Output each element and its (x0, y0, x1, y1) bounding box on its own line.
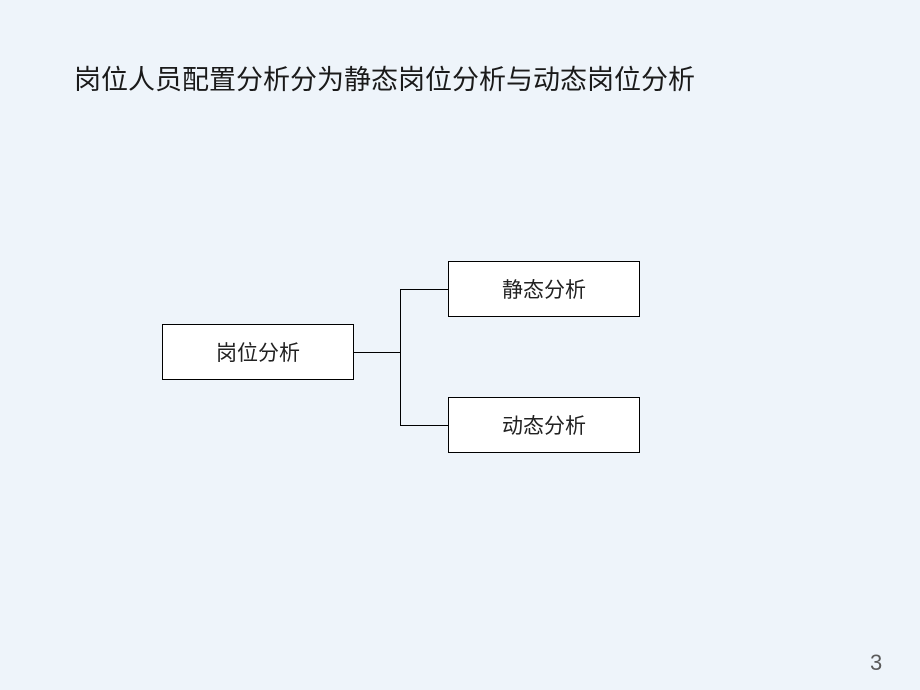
page-number: 3 (870, 650, 882, 676)
diagram-root-label: 岗位分析 (216, 337, 300, 367)
connector-line (400, 289, 448, 290)
diagram-child-box: 动态分析 (448, 397, 640, 453)
connector-line (354, 352, 400, 353)
diagram-child-label: 静态分析 (502, 274, 586, 304)
diagram-child-label: 动态分析 (502, 410, 586, 440)
diagram-child-box: 静态分析 (448, 261, 640, 317)
slide-title: 岗位人员配置分析分为静态岗位分析与动态岗位分析 (74, 58, 695, 97)
diagram-root-box: 岗位分析 (162, 324, 354, 380)
slide: 岗位人员配置分析分为静态岗位分析与动态岗位分析 岗位分析 静态分析 动态分析 3 (0, 0, 920, 690)
connector-line (400, 425, 448, 426)
connector-line (400, 289, 401, 426)
